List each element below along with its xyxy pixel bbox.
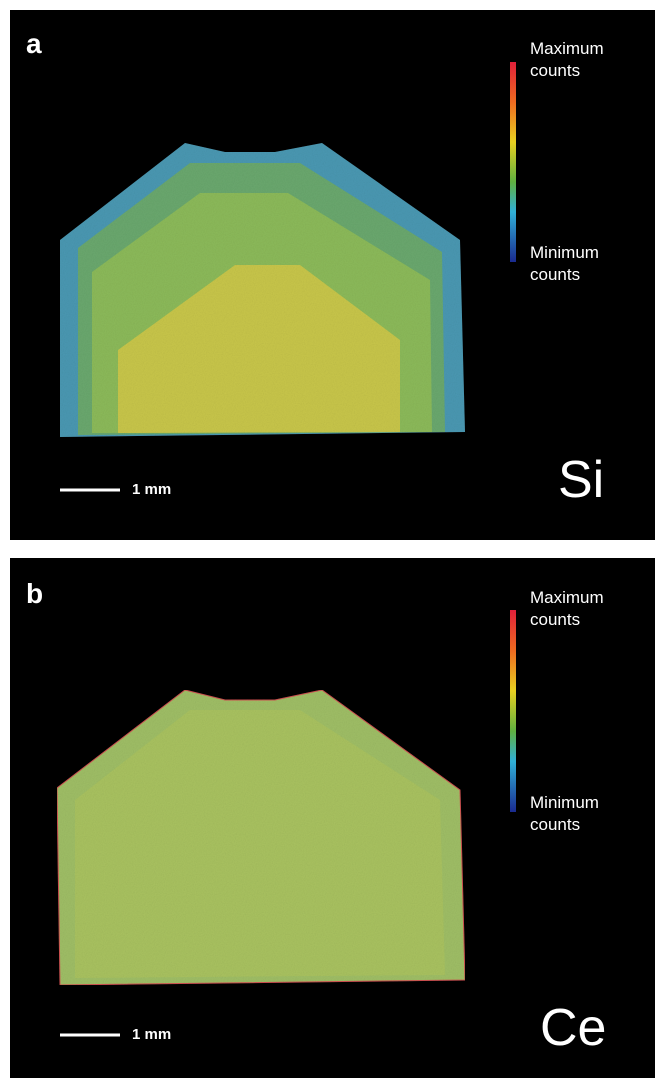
element-label: Si bbox=[558, 450, 604, 510]
scale-label: 1 mm bbox=[132, 1026, 171, 1043]
color-scale bbox=[510, 610, 516, 812]
page: a Maximum counts Minimum counts 1 mm Si … bbox=[0, 0, 665, 1087]
color-scale bbox=[510, 62, 516, 262]
panel-label: b bbox=[26, 578, 43, 610]
scale-label: 1 mm bbox=[132, 481, 171, 498]
legend-min: Minimum counts bbox=[530, 242, 620, 286]
legend-max: Maximum counts bbox=[530, 38, 620, 82]
figure bbox=[0, 0, 665, 1087]
panel-label: a bbox=[26, 28, 42, 60]
element-label: Ce bbox=[540, 998, 606, 1058]
legend-max: Maximum counts bbox=[530, 587, 620, 631]
legend-min: Minimum counts bbox=[530, 792, 620, 836]
